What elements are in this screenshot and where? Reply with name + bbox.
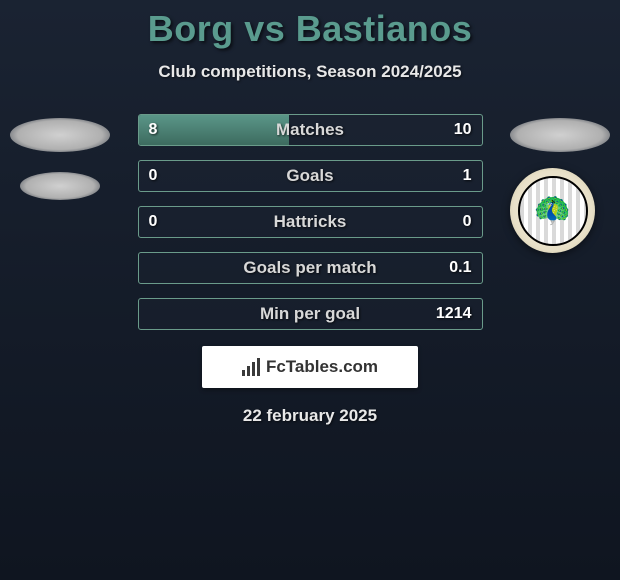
stat-row: 8 Matches 10: [138, 114, 483, 146]
brand-text: FcTables.com: [266, 357, 378, 377]
stat-right-value: 0.1: [449, 259, 471, 277]
stat-row: 0 Hattricks 0: [138, 206, 483, 238]
page-title: Borg vs Bastianos: [0, 0, 620, 50]
stats-container: 8Matches100Goals10Hattricks0Goals per ma…: [0, 114, 620, 330]
stat-row: 0 Goals 1: [138, 160, 483, 192]
stat-right-value: 10: [454, 121, 472, 139]
stat-fill-left: [139, 115, 290, 145]
page-subtitle: Club competitions, Season 2024/2025: [0, 62, 620, 82]
stat-right-value: 1: [463, 167, 472, 185]
stat-label: Matches: [276, 120, 344, 140]
brand-box: FcTables.com: [202, 346, 418, 388]
stat-left-value: 0: [149, 213, 158, 231]
stat-label: Goals per match: [243, 258, 376, 278]
date-line: 22 february 2025: [0, 406, 620, 426]
brand-bars-icon: [242, 358, 260, 376]
stat-label: Goals: [286, 166, 333, 186]
stat-label: Min per goal: [260, 304, 360, 324]
stat-row: Min per goal 1214: [138, 298, 483, 330]
stat-left-value: 0: [149, 167, 158, 185]
stat-right-value: 1214: [436, 305, 472, 323]
stat-row: Goals per match 0.1: [138, 252, 483, 284]
stat-left-value: 8: [149, 121, 158, 139]
stat-right-value: 0: [463, 213, 472, 231]
stat-label: Hattricks: [274, 212, 347, 232]
